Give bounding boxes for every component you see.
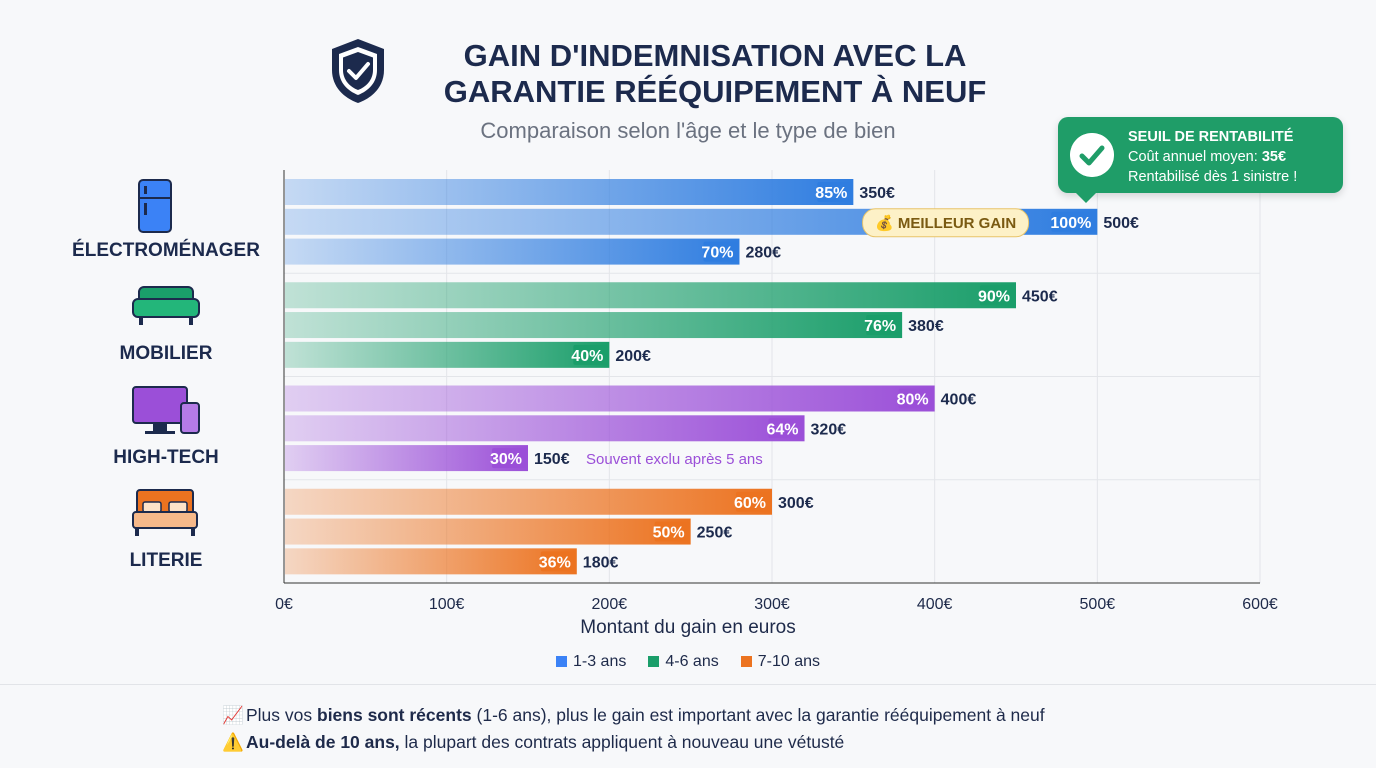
value-label: 380€: [908, 318, 944, 335]
break-even-callout: SEUIL DE RENTABILITÉ Coût annuel moyen: …: [1058, 117, 1343, 203]
value-label: 300€: [778, 495, 814, 512]
bar: [285, 238, 740, 265]
subtitle: Comparaison selon l'âge et le type de bi…: [480, 118, 896, 143]
footer-note-1: 📈 Plus vos biens sont récents (1-6 ans), …: [222, 705, 1045, 726]
percent-label: 64%: [767, 421, 799, 438]
chart-up-icon: 📈: [222, 705, 244, 725]
bar: [285, 445, 528, 472]
percent-label: 80%: [897, 392, 929, 409]
value-label: 500€: [1103, 215, 1139, 232]
value-label: 250€: [697, 525, 733, 542]
footer-bold: biens sont récents: [317, 705, 472, 725]
percent-badge: [1051, 211, 1096, 232]
percent-badge: [703, 241, 738, 262]
bed-icon: [132, 488, 198, 536]
legend: 1-3 ans 4-6 ans 7-10 ans: [0, 653, 1376, 671]
percent-label: 36%: [539, 554, 571, 571]
footer-note-2: ⚠️ Au-delà de 10 ans, la plupart des cont…: [222, 732, 844, 753]
page-title: GAIN D'INDEMNISATION AVEC LA GARANTIE RÉ…: [395, 38, 1035, 110]
x-tick-label: 600€: [1242, 596, 1278, 613]
percent-badge: [573, 344, 608, 365]
percent-badge: [768, 418, 803, 439]
bar: [285, 488, 772, 515]
category-label: HIGH-TECH: [113, 446, 219, 468]
percent-badge: [817, 182, 852, 202]
category-label: MOBILIER: [119, 343, 213, 365]
footer-text: la plupart des contrats appliquent à nou…: [399, 732, 845, 752]
check-circle-icon: [1070, 133, 1114, 177]
bar: [285, 282, 1016, 309]
percent-badge: [980, 285, 1014, 306]
percent-badge: [866, 315, 901, 336]
value-label: 200€: [615, 348, 651, 365]
bar: [285, 312, 903, 339]
legend-item: 4-6 ans: [648, 653, 719, 671]
x-axis-label: Montant du gain en euros: [580, 617, 796, 638]
value-label: 280€: [745, 245, 781, 262]
percent-badge: [492, 448, 526, 469]
percent-badge: [654, 521, 689, 542]
x-tick-label: 100€: [429, 596, 465, 613]
percent-badge: [540, 551, 575, 572]
bar: [285, 415, 805, 442]
percent-label: 70%: [701, 245, 733, 262]
legend-item: 7-10 ans: [740, 653, 820, 671]
percent-label: 60%: [734, 495, 766, 512]
percent-label: 85%: [815, 185, 847, 202]
x-tick-label: 0€: [275, 596, 293, 613]
bar: [285, 518, 691, 545]
value-label: 350€: [859, 185, 895, 202]
fridge-icon: [138, 179, 172, 233]
sofa-icon: [132, 286, 200, 326]
best-gain-label: 💰 MEILLEUR GAIN: [875, 214, 1016, 232]
callout-cost-label: Coût annuel moyen:: [1128, 149, 1262, 165]
legend-item: 1-3 ans: [555, 653, 627, 671]
percent-label: 50%: [653, 525, 685, 542]
callout-cost-value: 35€: [1261, 149, 1287, 165]
x-tick-label: 200€: [592, 596, 628, 613]
bar: [285, 385, 935, 412]
best-gain-badge: [862, 208, 1030, 238]
bar: [285, 341, 610, 368]
callout-note: Rentabilisé dès 1 sinistre !: [1128, 169, 1298, 185]
footer-text: Plus vos: [246, 705, 317, 725]
shield-check-icon: [332, 39, 384, 103]
value-label: 180€: [583, 554, 619, 571]
legend-label: 4-6 ans: [665, 653, 719, 670]
percent-badge: [736, 491, 770, 512]
computer-tablet-icon: [132, 385, 200, 434]
x-tick-label: 300€: [754, 596, 790, 613]
percent-label: 76%: [864, 318, 896, 335]
percent-label: 100%: [1050, 215, 1091, 232]
category-label: ÉLECTROMÉNAGER: [72, 240, 260, 261]
percent-label: 40%: [571, 348, 603, 365]
value-label: 400€: [941, 392, 977, 409]
divider: [0, 684, 1376, 685]
percent-label: 90%: [978, 288, 1010, 305]
title-line-1: GAIN D'INDEMNISATION AVEC LA: [463, 38, 967, 73]
title-line-2: GARANTIE RÉÉQUIPEMENT À NEUF: [443, 74, 987, 109]
percent-label: 30%: [490, 451, 522, 468]
value-label: 320€: [811, 421, 847, 438]
percent-badge: [898, 388, 933, 409]
category-label: LITERIE: [129, 549, 203, 571]
bar: [285, 179, 854, 205]
footer-text: (1-6 ans), plus le gain est important av…: [471, 705, 1045, 725]
callout-title: SEUIL DE RENTABILITÉ: [1128, 129, 1294, 145]
x-tick-label: 400€: [917, 596, 953, 613]
legend-label: 7-10 ans: [757, 653, 820, 670]
hightech-note: Souvent exclu après 5 ans: [586, 451, 763, 468]
x-tick-label: 500€: [1080, 596, 1116, 613]
legend-label: 1-3 ans: [572, 653, 627, 670]
warning-icon: ⚠️: [222, 732, 244, 752]
value-label: 150€: [534, 451, 570, 468]
value-label: 450€: [1022, 288, 1058, 305]
footer-bold: Au-delà de 10 ans,: [246, 732, 400, 752]
bar: [285, 548, 577, 575]
